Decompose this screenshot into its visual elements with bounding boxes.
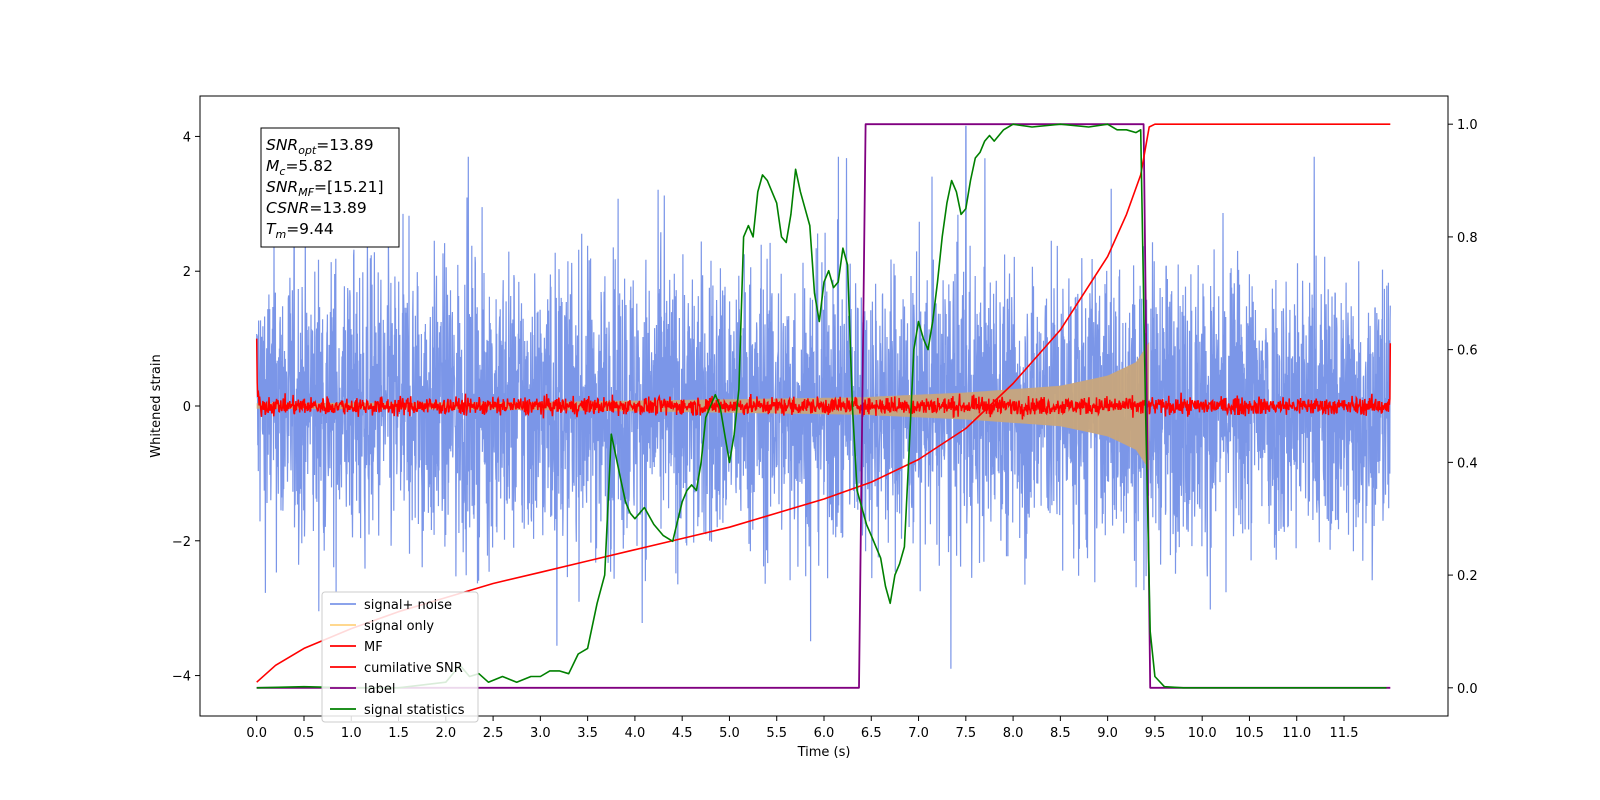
annotation-symbol: SNR: [266, 178, 298, 196]
legend-entry: MF: [364, 640, 383, 655]
x-tick-label: 5.5: [766, 726, 787, 741]
annotation-line: SNRMF=[15.21]: [266, 178, 384, 199]
annotation-line: Tm=9.44: [266, 220, 334, 241]
y-tick-left-label: 4: [183, 130, 191, 145]
y-tick-left-label: 2: [183, 265, 191, 280]
annotation-value: =9.44: [286, 220, 334, 238]
x-tick-label: 9.5: [1145, 726, 1166, 741]
annotation-line: Mc=5.82: [266, 157, 333, 178]
legend: signal+ noise signal only MF cumilative SNR…: [321, 591, 479, 723]
annotation-value: =13.89: [309, 199, 366, 217]
x-tick-label: 1.5: [388, 726, 409, 741]
x-tick-label: 4.5: [672, 726, 693, 741]
x-tick-label: 11.5: [1330, 726, 1359, 741]
x-tick-label: 7.5: [955, 726, 976, 741]
legend-frame: [321, 591, 479, 723]
x-tick-label: 1.0: [341, 726, 362, 741]
x-tick-label: 6.5: [861, 726, 882, 741]
series-signal-only-fill: [256, 342, 1150, 470]
annotation-symbol: CSNR: [266, 199, 309, 217]
annotation-symbol: T: [266, 220, 277, 238]
x-tick-label: 0.0: [246, 726, 267, 741]
x-tick-label: 8.0: [1003, 726, 1024, 741]
annotation-subscript: c: [279, 165, 285, 178]
y-tick-right-label: 0.8: [1457, 231, 1478, 246]
y-tick-right-label: 0.6: [1457, 344, 1478, 359]
annotation-value: =[15.21]: [314, 178, 383, 196]
x-tick-label: 8.5: [1050, 726, 1071, 741]
y-tick-right-label: 0.2: [1457, 569, 1478, 584]
annotation-subscript: MF: [298, 186, 314, 199]
series-mf-line: [255, 338, 1392, 420]
x-tick-label: 6.0: [814, 726, 835, 741]
annotation-value: =13.89: [316, 136, 373, 154]
x-axis-label: Time (s): [797, 745, 851, 760]
annotation-subscript: m: [275, 228, 286, 241]
annotation-box: SNRopt=13.89Mc=5.82SNRMF=[15.21]CSNR=13.…: [260, 127, 400, 248]
legend-entry: signal+ noise: [364, 598, 452, 613]
x-tick-label: 7.0: [908, 726, 929, 741]
x-tick-label: 0.5: [294, 726, 315, 741]
legend-entry: label: [364, 682, 395, 697]
x-tick-label: 11.0: [1282, 726, 1311, 741]
annotation-subscript: opt: [298, 144, 317, 157]
x-tick-label: 10.5: [1235, 726, 1264, 741]
x-tick-label: 4.0: [625, 726, 646, 741]
y-axis-label: Whitened strain: [149, 354, 164, 457]
axes: 0.0 0.5 1.0 1.5 2.0 2.5 3.0 3.5 4.0 4.5 5.0 5.5 6.0 6…: [172, 118, 1478, 741]
annotation-line: CSNR=13.89: [266, 199, 367, 217]
annotation-line: SNRopt=13.89: [266, 136, 374, 157]
annotation-frame: [260, 127, 400, 248]
x-tick-label: 2.0: [435, 726, 456, 741]
x-tick-label: 3.0: [530, 726, 551, 741]
plot-area: [255, 123, 1392, 689]
annotation-value: =5.82: [285, 157, 333, 175]
y-tick-right-label: 1.0: [1457, 118, 1478, 133]
legend-entry: cumilative SNR: [364, 661, 463, 676]
annotation-symbol: M: [266, 157, 279, 175]
series-signal-statistics-line: [256, 123, 1387, 689]
x-tick-label: 10.0: [1188, 726, 1217, 741]
y-tick-right-label: 0.0: [1457, 682, 1478, 697]
y-tick-left-label: 0: [183, 400, 191, 415]
legend-entry: signal statistics: [364, 703, 465, 718]
x-tick-label: 2.5: [483, 726, 504, 741]
y-tick-right-label: 0.4: [1457, 456, 1478, 471]
legend-entry: signal only: [364, 619, 434, 634]
x-tick-label: 9.0: [1097, 726, 1118, 741]
y-tick-left-label: −4: [172, 670, 191, 685]
annotation-symbol: SNR: [266, 136, 298, 154]
series-signal-noise-line: [256, 125, 1391, 669]
x-tick-label: 3.5: [577, 726, 598, 741]
x-tick-label: 5.0: [719, 726, 740, 741]
y-tick-left-label: −2: [172, 535, 191, 550]
